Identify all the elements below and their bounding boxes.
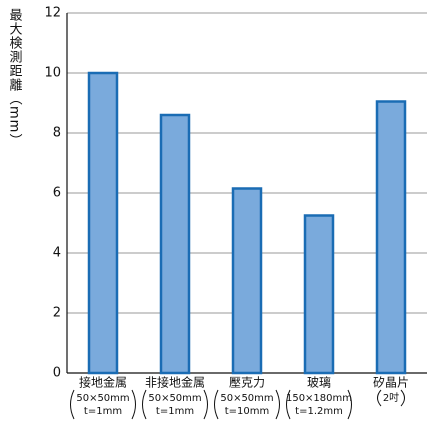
bracket — [214, 389, 219, 420]
x-tick-note: 50×50mm — [76, 393, 129, 404]
x-tick-note: 150×180mm — [286, 393, 352, 404]
y-tick-label: 4 — [53, 246, 61, 261]
x-tick-label: 接地金属 — [79, 375, 127, 390]
x-tick-note: t=1.2mm — [295, 406, 343, 417]
bracket — [275, 389, 280, 420]
bar — [231, 187, 263, 375]
y-tick-label: 8 — [53, 126, 61, 141]
x-tick-label: 矽晶片 — [373, 375, 409, 390]
x-tick-label: 壓克力 — [229, 376, 265, 390]
bar — [159, 113, 191, 375]
bracket — [347, 389, 352, 420]
y-tick-label: 2 — [53, 306, 61, 321]
bar — [375, 100, 407, 375]
y-axis-label: 最大検測距離（mm） — [7, 8, 23, 147]
y-tick-label: 12 — [44, 6, 61, 21]
bracket — [70, 389, 75, 420]
bracket — [400, 389, 405, 407]
y-tick-label: 0 — [53, 366, 61, 381]
x-tick-note: 50×50mm — [220, 393, 273, 404]
bar — [303, 214, 335, 375]
x-tick-note: 50×50mm — [148, 393, 201, 404]
bracket — [203, 389, 208, 420]
x-tick-note: t=1mm — [84, 406, 122, 417]
x-tick-label: 非接地金属 — [145, 375, 205, 390]
bracket — [377, 389, 382, 407]
x-tick-note: t=10mm — [225, 406, 270, 417]
y-tick-label: 6 — [53, 186, 61, 201]
x-tick-note: t=1mm — [156, 406, 194, 417]
bar — [87, 71, 119, 375]
x-tick-label: 玻璃 — [307, 376, 331, 390]
bracket — [286, 389, 291, 420]
x-tick-note: 2吋 — [383, 392, 399, 404]
bracket — [142, 389, 147, 420]
bracket — [131, 389, 136, 420]
y-tick-label: 10 — [44, 66, 61, 81]
